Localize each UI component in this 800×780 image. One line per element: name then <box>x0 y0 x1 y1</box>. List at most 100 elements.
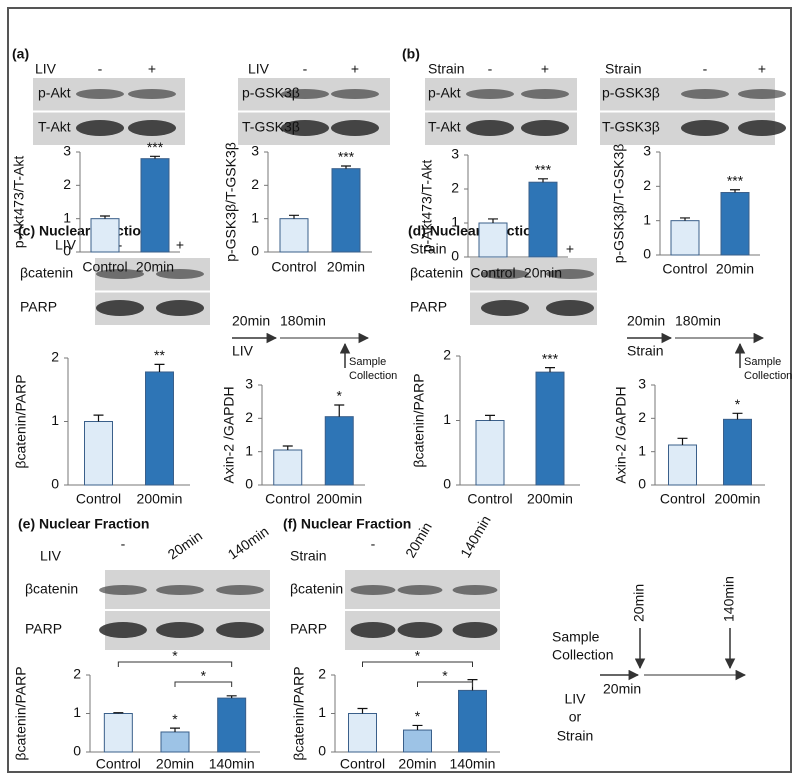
y-axis-label: Axin-2 /GAPDH <box>221 386 237 483</box>
timeline-label: Sample <box>744 356 781 368</box>
blot-band <box>481 269 529 279</box>
y-tick-label: 0 <box>51 476 59 492</box>
timeline-label: 140min <box>721 576 737 622</box>
error-bar <box>226 695 237 699</box>
blot-row-label: p-GSK3β <box>602 85 660 101</box>
blot-lane-label: 140min <box>225 523 272 562</box>
bar <box>403 729 432 753</box>
y-tick-label: 0 <box>451 248 459 264</box>
x-tick-label: Control <box>82 259 127 275</box>
blot-lane-label: + <box>566 241 574 257</box>
bar <box>279 218 309 253</box>
x-tick-label: 20min <box>716 261 754 277</box>
blot-band <box>681 120 729 136</box>
blot-lane-label: 140min <box>457 513 494 561</box>
y-tick-label: 0 <box>251 243 259 259</box>
panel-label: (b) <box>402 46 420 62</box>
significance-label: *** <box>727 172 744 188</box>
bar <box>103 713 133 753</box>
y-tick-label: 1 <box>63 209 71 225</box>
error-bar <box>341 165 351 169</box>
x-tick-label: Control <box>470 265 515 281</box>
bar <box>324 416 354 486</box>
error-bar <box>485 414 495 421</box>
y-tick-label: 0 <box>318 743 326 759</box>
bar <box>475 420 505 486</box>
blot-band <box>397 622 443 638</box>
blot-lane-label: - <box>488 61 493 77</box>
bar <box>145 371 174 486</box>
y-tick-label: 1 <box>318 704 326 720</box>
blot-row-label: PARP <box>290 621 327 637</box>
significance-bracket <box>117 661 233 667</box>
panel-label: (c) Nuclear Fraction <box>18 223 149 239</box>
blot-row-label: PARP <box>25 621 62 637</box>
blot-treatment: Strain <box>428 61 465 77</box>
x-tick-label: 200min <box>715 491 761 507</box>
y-tick-label: 1 <box>451 214 459 230</box>
significance-label: *** <box>542 350 559 366</box>
error-bar <box>732 412 743 420</box>
blot-treatment: LIV <box>248 61 270 77</box>
blot-treatment: LIV <box>40 548 62 564</box>
y-tick-label: 2 <box>245 409 253 425</box>
blot-row-label: p-Akt <box>38 85 71 101</box>
blot-band <box>350 585 396 595</box>
significance-label: * <box>172 648 178 664</box>
blot-row-label: βcatenin <box>20 265 73 281</box>
blot-band <box>452 622 498 638</box>
error-bar <box>113 712 124 714</box>
blot-treatment: LIV <box>55 237 77 253</box>
blot-lane-label: - <box>118 237 123 253</box>
significance-label: * <box>442 668 448 684</box>
blot-row-label: T-GSK3β <box>602 119 660 135</box>
blot-band <box>156 269 204 279</box>
timeline-label: or <box>569 709 582 725</box>
blot-lane-label: - <box>98 61 103 77</box>
y-tick-label: 2 <box>451 180 459 196</box>
y-tick-label: 2 <box>251 176 259 192</box>
figure-border <box>7 7 792 773</box>
x-tick-label: 20min <box>398 756 436 772</box>
significance-label: * <box>415 708 421 724</box>
panel-label: (a) <box>12 46 29 62</box>
bar <box>670 220 700 256</box>
y-tick-label: 2 <box>73 666 81 682</box>
significance-bracket <box>362 661 473 667</box>
bar <box>273 449 303 486</box>
significance-label: *** <box>338 149 355 165</box>
blot-band <box>546 300 594 316</box>
y-tick-label: 2 <box>638 409 646 425</box>
y-tick-label: 1 <box>51 412 59 428</box>
y-tick-label: 0 <box>638 476 646 492</box>
y-axis-label: Axin-2 /GAPDH <box>613 386 629 483</box>
error-bar <box>100 215 110 219</box>
timeline-label: Strain <box>627 343 664 359</box>
error-bar <box>170 727 180 732</box>
blot-row-label: T-GSK3β <box>242 119 300 135</box>
significance-label: * <box>337 388 343 404</box>
x-tick-label: 200min <box>137 491 183 507</box>
blot-band <box>128 89 176 99</box>
x-tick-label: Control <box>467 491 512 507</box>
y-tick-label: 1 <box>643 211 651 227</box>
blot-row-label: βcatenin <box>290 581 343 597</box>
blot-treatment: Strain <box>605 61 642 77</box>
error-bar <box>730 189 740 193</box>
x-tick-label: Control <box>662 261 707 277</box>
blot-band <box>738 120 786 136</box>
blot-treatment: LIV <box>35 61 57 77</box>
y-tick-label: 3 <box>251 143 259 159</box>
significance-bracket <box>174 681 233 687</box>
y-axis-label: βcatenin/PARP <box>13 666 29 760</box>
x-tick-label: 140min <box>209 756 255 772</box>
blot-lane-label: + <box>148 61 156 77</box>
blot-row-label: βcatenin <box>25 581 78 597</box>
blot-band <box>96 269 144 279</box>
x-tick-label: Control <box>76 491 121 507</box>
bar <box>478 222 508 258</box>
blot-band <box>350 622 396 638</box>
blot-band <box>156 622 204 638</box>
blot-band <box>331 89 379 99</box>
blot-lane-label: - <box>703 61 708 77</box>
